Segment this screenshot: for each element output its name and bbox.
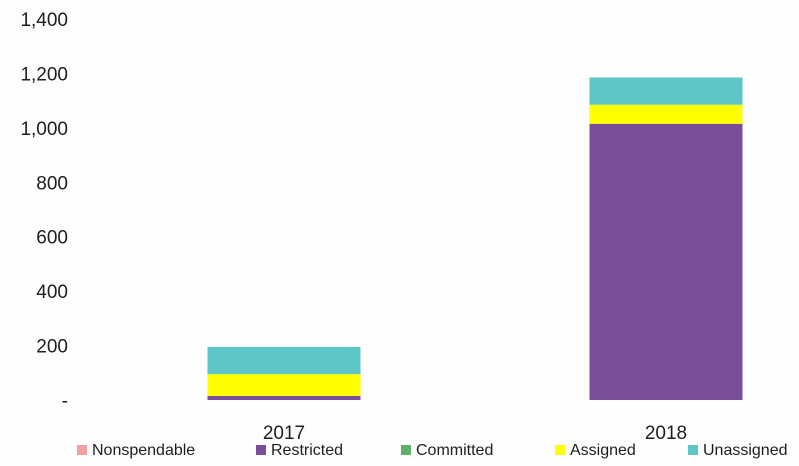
bar-segment-restricted-2018 (589, 123, 743, 401)
bar-segment-assigned-2017 (207, 374, 361, 396)
x-axis-labels: 2017 2018 (263, 423, 687, 444)
legend: Nonspendable Restricted Committed Assigned U… (77, 442, 788, 459)
x-tick-label: 2018 (645, 423, 687, 444)
legend-item-nonspendable: Nonspendable (77, 442, 195, 459)
y-tick-label: 800 (36, 173, 68, 194)
legend-swatch (555, 445, 565, 455)
y-axis-ticks: - 200 400 600 800 1,000 1,200 1,400 (20, 10, 68, 412)
y-tick-label: - (62, 391, 68, 412)
y-tick-label: 400 (36, 282, 68, 303)
legend-swatch (256, 445, 266, 455)
legend-label: Committed (416, 442, 493, 459)
y-tick-label: 1,200 (20, 64, 68, 85)
legend-item-assigned: Assigned (555, 442, 636, 459)
bar-segment-unassigned-2018 (589, 77, 743, 105)
legend-item-unassigned: Unassigned (688, 442, 788, 459)
bars (207, 77, 743, 401)
bar-segment-assigned-2018 (589, 104, 743, 124)
legend-label: Unassigned (703, 442, 788, 459)
y-tick-label: 1,000 (20, 119, 68, 140)
legend-item-committed: Committed (401, 442, 493, 459)
legend-swatch (688, 445, 698, 455)
legend-label: Assigned (570, 442, 636, 459)
y-tick-label: 200 (36, 337, 68, 358)
legend-swatch (77, 445, 87, 455)
legend-label: Nonspendable (92, 442, 195, 459)
y-tick-label: 1,400 (20, 10, 68, 31)
bar-segment-unassigned-2017 (207, 346, 361, 375)
x-tick-label: 2017 (263, 423, 305, 444)
y-tick-label: 600 (36, 228, 68, 249)
legend-item-restricted: Restricted (256, 442, 343, 459)
bar-segment-restricted-2017 (207, 395, 361, 400)
legend-label: Restricted (271, 442, 343, 459)
legend-swatch (401, 445, 411, 455)
